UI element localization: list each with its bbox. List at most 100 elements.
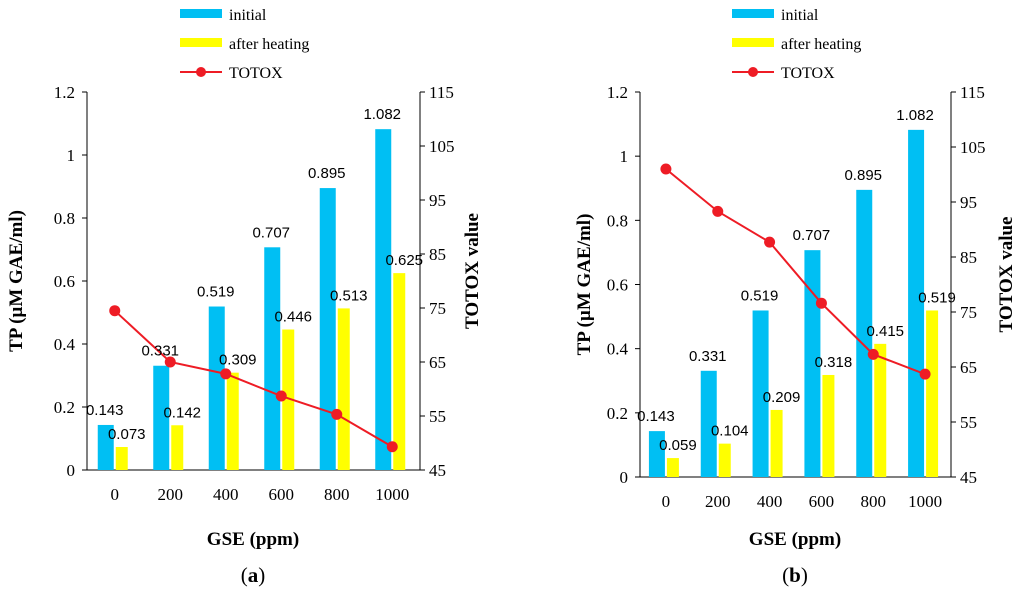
y2-tick-label: 75 bbox=[429, 299, 446, 318]
legend-label: after heating bbox=[781, 36, 861, 53]
legend-swatch-initial bbox=[180, 9, 222, 18]
data-label-after-heating: 0.625 bbox=[385, 252, 423, 269]
totox-point bbox=[331, 408, 343, 420]
bar-after-heating bbox=[393, 273, 406, 470]
y2-tick-label: 85 bbox=[429, 245, 446, 264]
data-label-initial: 0.331 bbox=[689, 348, 727, 365]
bar-after-heating bbox=[666, 458, 679, 477]
bar-after-heating bbox=[874, 343, 887, 477]
data-label-initial: 1.082 bbox=[363, 106, 401, 123]
legend-label: after heating bbox=[229, 36, 309, 53]
y2-tick-label: 115 bbox=[429, 83, 454, 102]
y-tick-label: 0.8 bbox=[54, 209, 75, 228]
x-axis-title: GSE (ppm) bbox=[749, 529, 841, 550]
data-label-after-heating: 0.142 bbox=[163, 404, 201, 421]
legend-label: TOTOX bbox=[229, 65, 283, 82]
bar-initial bbox=[264, 247, 281, 470]
bar-initial bbox=[752, 310, 769, 477]
y2-tick-label: 45 bbox=[960, 468, 977, 487]
data-label-initial: 0.331 bbox=[141, 343, 179, 360]
totox-point bbox=[764, 236, 776, 248]
data-label-after-heating: 0.073 bbox=[108, 426, 146, 443]
y-axis-title: TP (µM GAE/ml) bbox=[574, 214, 595, 356]
data-label-initial: 0.143 bbox=[637, 408, 675, 425]
y2-tick-label: 105 bbox=[960, 138, 986, 157]
y-axis-title: TP (µM GAE/ml) bbox=[6, 210, 27, 352]
y2-tick-label: 85 bbox=[960, 248, 977, 267]
x-tick-label: 600 bbox=[809, 492, 835, 511]
data-label-after-heating: 0.309 bbox=[219, 352, 257, 369]
bar-initial bbox=[319, 188, 336, 470]
y-tick-label: 1 bbox=[67, 146, 76, 165]
y2-tick-label: 45 bbox=[429, 461, 446, 480]
bar-initial bbox=[700, 370, 717, 477]
totox-point bbox=[815, 297, 827, 309]
legend-marker-totox bbox=[748, 67, 758, 77]
y-tick-label: 0.2 bbox=[607, 404, 628, 423]
data-label-after-heating: 0.513 bbox=[330, 287, 368, 304]
data-label-after-heating: 0.318 bbox=[815, 354, 853, 371]
totox-point bbox=[164, 356, 176, 368]
y-tick-label: 0.4 bbox=[607, 340, 629, 359]
y-tick-label: 0.4 bbox=[54, 335, 76, 354]
totox-point bbox=[919, 368, 931, 380]
bar-after-heating bbox=[718, 443, 731, 477]
panel-label: (b) bbox=[782, 563, 808, 587]
legend: initial after heating TOTOX bbox=[180, 7, 309, 82]
bar-initial bbox=[97, 424, 114, 470]
data-label-initial: 0.143 bbox=[86, 402, 124, 419]
bar-after-heating bbox=[770, 409, 783, 477]
legend-label: TOTOX bbox=[781, 65, 835, 82]
bar-after-heating bbox=[115, 447, 128, 470]
y-tick-label: 0 bbox=[620, 468, 629, 487]
bar-after-heating bbox=[282, 329, 295, 470]
totox-point bbox=[386, 441, 398, 453]
data-label-after-heating: 0.446 bbox=[274, 309, 312, 326]
y2-tick-label: 105 bbox=[429, 137, 455, 156]
data-label-after-heating: 0.104 bbox=[711, 423, 749, 440]
y2-axis-title: TOTOX value bbox=[996, 217, 1017, 333]
data-label-initial: 0.707 bbox=[793, 227, 831, 244]
legend-swatch-initial bbox=[732, 9, 774, 18]
data-label-initial: 0.895 bbox=[844, 167, 882, 184]
bar-after-heating bbox=[226, 372, 239, 470]
y-tick-label: 0.6 bbox=[607, 276, 628, 295]
totox-point bbox=[712, 205, 724, 217]
totox-point bbox=[867, 348, 879, 360]
panel-label: (a) bbox=[241, 563, 266, 587]
legend-label: initial bbox=[229, 7, 267, 24]
y2-tick-label: 65 bbox=[960, 358, 977, 377]
data-label-after-heating: 0.209 bbox=[763, 389, 801, 406]
x-tick-label: 1000 bbox=[908, 492, 942, 511]
y2-tick-label: 115 bbox=[960, 83, 985, 102]
data-label-initial: 0.519 bbox=[197, 284, 235, 301]
bar-initial bbox=[153, 365, 170, 470]
bar-after-heating bbox=[171, 425, 184, 470]
x-tick-label: 800 bbox=[324, 485, 350, 504]
totox-point bbox=[275, 390, 287, 402]
y2-tick-label: 95 bbox=[429, 191, 446, 210]
data-label-initial: 0.895 bbox=[308, 165, 346, 182]
bar-initial bbox=[375, 129, 392, 471]
x-tick-label: 0 bbox=[111, 485, 120, 504]
legend-marker-totox bbox=[196, 67, 206, 77]
y2-tick-label: 65 bbox=[429, 353, 446, 372]
y-tick-label: 0.6 bbox=[54, 272, 75, 291]
x-tick-label: 400 bbox=[757, 492, 783, 511]
legend-swatch-after-heating bbox=[180, 38, 222, 47]
data-label-after-heating: 0.059 bbox=[659, 437, 697, 454]
totox-point bbox=[660, 163, 672, 175]
x-tick-label: 800 bbox=[861, 492, 887, 511]
bar-initial bbox=[856, 189, 873, 477]
bar-after-heating bbox=[822, 374, 835, 477]
totox-line bbox=[665, 168, 926, 376]
data-label-after-heating: 0.519 bbox=[918, 289, 956, 306]
bar-initial bbox=[208, 306, 225, 470]
y-tick-label: 1.2 bbox=[54, 83, 75, 102]
x-tick-label: 0 bbox=[662, 492, 671, 511]
y2-tick-label: 95 bbox=[960, 193, 977, 212]
x-tick-label: 1000 bbox=[375, 485, 409, 504]
x-tick-label: 200 bbox=[705, 492, 731, 511]
